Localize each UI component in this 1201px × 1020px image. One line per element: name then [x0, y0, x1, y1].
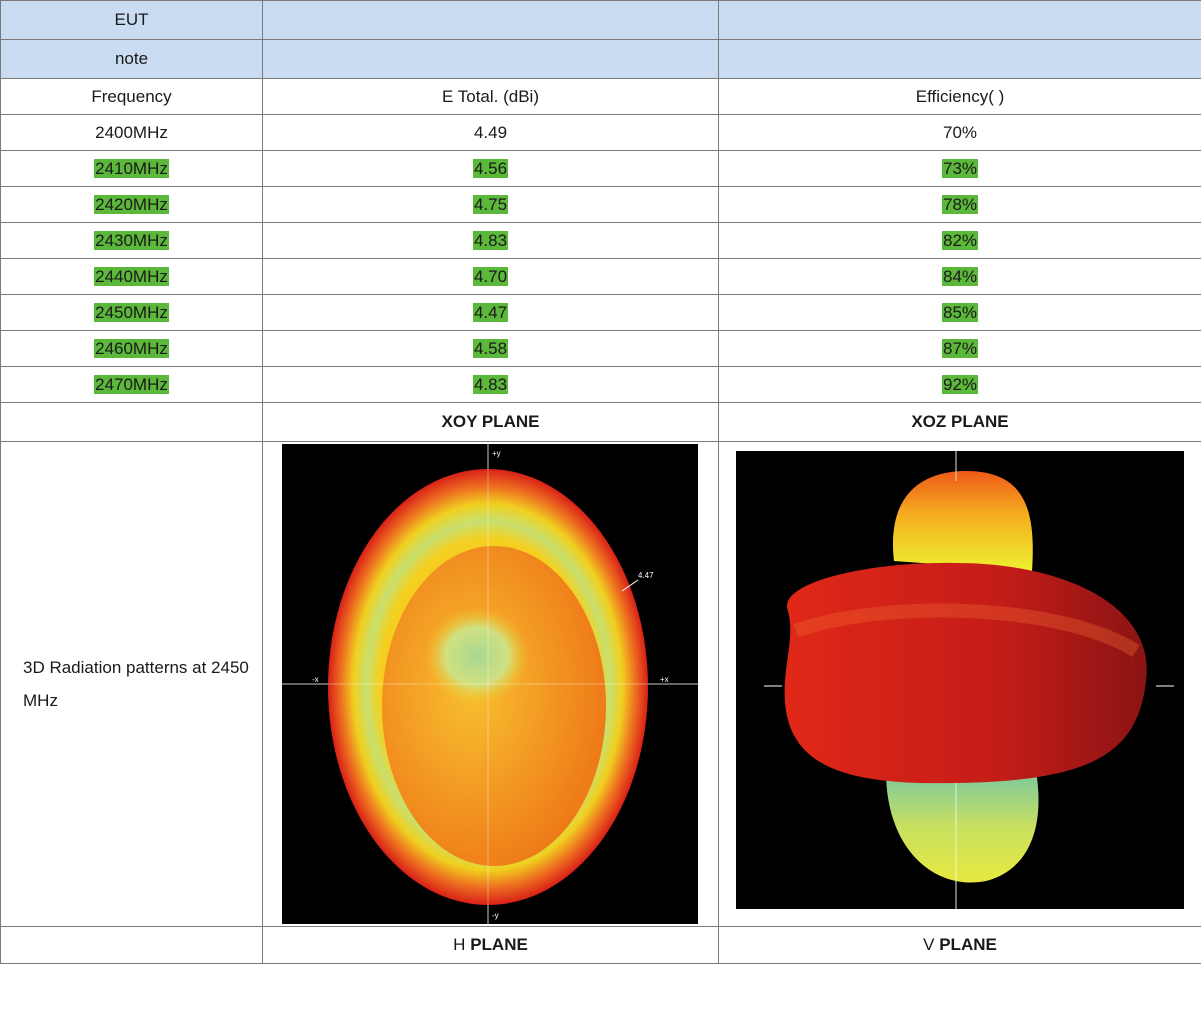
gain-cell: 4.83 [262, 222, 719, 259]
table-row: 2410MHz 4.56 73% [0, 150, 1201, 187]
xoz-radiation-pattern-image [736, 451, 1184, 909]
radiation-label: 3D Radiation patterns at 2450 MHz [0, 441, 263, 927]
gain-cell: 4.58 [262, 330, 719, 367]
xoy-axis-bottom-label: -y [492, 911, 499, 920]
xoy-plane-title: XOY PLANE [262, 402, 719, 442]
efficiency-cell: 92% [718, 366, 1201, 403]
efficiency-cell-text: 73% [941, 158, 979, 178]
efficiency-cell-text: 82% [941, 230, 979, 250]
v-plane-suffix: PLANE [939, 935, 997, 954]
xoy-axis-left-label: -x [312, 675, 319, 684]
gain-cell: 4.83 [262, 366, 719, 403]
frequency-header: Frequency [0, 78, 263, 115]
table-row: 2440MHz 4.70 84% [0, 258, 1201, 295]
gain-cell-text: 4.70 [472, 266, 509, 286]
gain-cell-text: 4.83 [472, 230, 509, 250]
xoz-plane-title: XOZ PLANE [718, 402, 1201, 442]
table-row: 2450MHz 4.47 85% [0, 294, 1201, 331]
xoy-axis-top-label: +y [492, 449, 501, 458]
xoy-peak-label: 4.47 [638, 571, 654, 580]
v-plane-label: V PLANE [718, 926, 1201, 964]
frequency-cell-text: 2460MHz [94, 338, 169, 358]
radiation-pattern-row: 3D Radiation patterns at 2450 MHz +y -y -x +… [0, 441, 1201, 927]
xoy-pattern-cell: +y -y -x +x 4.47 [262, 441, 719, 927]
efficiency-cell: 70% [718, 114, 1201, 151]
xoy-axis-right-label: +x [660, 675, 669, 684]
efficiency-cell: 84% [718, 258, 1201, 295]
frequency-cell-text: 2410MHz [94, 158, 169, 178]
efficiency-cell-text: 92% [941, 374, 979, 394]
frequency-cell-text: 2430MHz [94, 230, 169, 250]
gain-cell: 4.47 [262, 294, 719, 331]
h-plane-label: H PLANE [262, 926, 719, 964]
footer-blank [0, 926, 263, 964]
xoy-radiation-pattern-image: +y -y -x +x 4.47 [282, 444, 698, 924]
efficiency-cell-text: 78% [941, 194, 979, 214]
efficiency-header: Efficiency( ) [718, 78, 1201, 115]
note-value-1 [262, 39, 719, 79]
table-row: 2420MHz 4.75 78% [0, 186, 1201, 223]
efficiency-cell: 73% [718, 150, 1201, 187]
gain-cell-text: 4.75 [472, 194, 509, 214]
frequency-cell-text: 2440MHz [94, 266, 169, 286]
gain-cell-text: 4.83 [472, 374, 509, 394]
gain-cell-text: 4.49 [473, 122, 508, 142]
note-label: note [0, 39, 263, 79]
gain-header: E Total. (dBi) [262, 78, 719, 115]
efficiency-cell-text: 85% [941, 302, 979, 322]
efficiency-cell: 82% [718, 222, 1201, 259]
h-plane-suffix: PLANE [470, 935, 528, 954]
efficiency-cell: 87% [718, 330, 1201, 367]
xoz-pattern-cell [718, 441, 1201, 927]
note-value-2 [718, 39, 1201, 79]
eut-row: EUT [0, 0, 1201, 40]
eut-value-1 [262, 0, 719, 40]
efficiency-cell: 78% [718, 186, 1201, 223]
antenna-test-table: EUT note Frequency E Total. (dBi) Effici… [0, 0, 1201, 964]
frequency-cell: 2470MHz [0, 366, 263, 403]
frequency-cell-text: 2420MHz [94, 194, 169, 214]
gain-cell: 4.56 [262, 150, 719, 187]
gain-cell: 4.70 [262, 258, 719, 295]
frequency-cell: 2460MHz [0, 330, 263, 367]
frequency-cell: 2440MHz [0, 258, 263, 295]
frequency-cell: 2410MHz [0, 150, 263, 187]
frequency-cell: 2420MHz [0, 186, 263, 223]
table-row: 2470MHz 4.83 92% [0, 366, 1201, 403]
plane-blank [0, 402, 263, 442]
gain-cell-text: 4.47 [472, 302, 509, 322]
eut-label: EUT [0, 0, 263, 40]
efficiency-cell-text: 84% [941, 266, 979, 286]
table-row: 2460MHz 4.58 87% [0, 330, 1201, 367]
eut-value-2 [718, 0, 1201, 40]
frequency-cell: 2430MHz [0, 222, 263, 259]
gain-cell: 4.49 [262, 114, 719, 151]
efficiency-cell-text: 70% [942, 122, 978, 142]
table-row: 2430MHz 4.83 82% [0, 222, 1201, 259]
h-plane-prefix: H [453, 935, 466, 954]
frequency-cell: 2450MHz [0, 294, 263, 331]
column-header-row: Frequency E Total. (dBi) Efficiency( ) [0, 78, 1201, 115]
frequency-cell-text: 2470MHz [94, 374, 169, 394]
table-row: 2400MHz 4.49 70% [0, 114, 1201, 151]
gain-cell-text: 4.56 [472, 158, 509, 178]
v-plane-prefix: V [923, 935, 935, 954]
plane-footer-row: H PLANE V PLANE [0, 926, 1201, 964]
plane-header-row: XOY PLANE XOZ PLANE [0, 402, 1201, 442]
efficiency-cell-text: 87% [941, 338, 979, 358]
note-row: note [0, 39, 1201, 79]
gain-cell-text: 4.58 [472, 338, 509, 358]
frequency-cell-text: 2450MHz [94, 302, 169, 322]
gain-cell: 4.75 [262, 186, 719, 223]
efficiency-cell: 85% [718, 294, 1201, 331]
frequency-cell-text: 2400MHz [95, 122, 168, 142]
frequency-cell: 2400MHz [0, 114, 263, 151]
